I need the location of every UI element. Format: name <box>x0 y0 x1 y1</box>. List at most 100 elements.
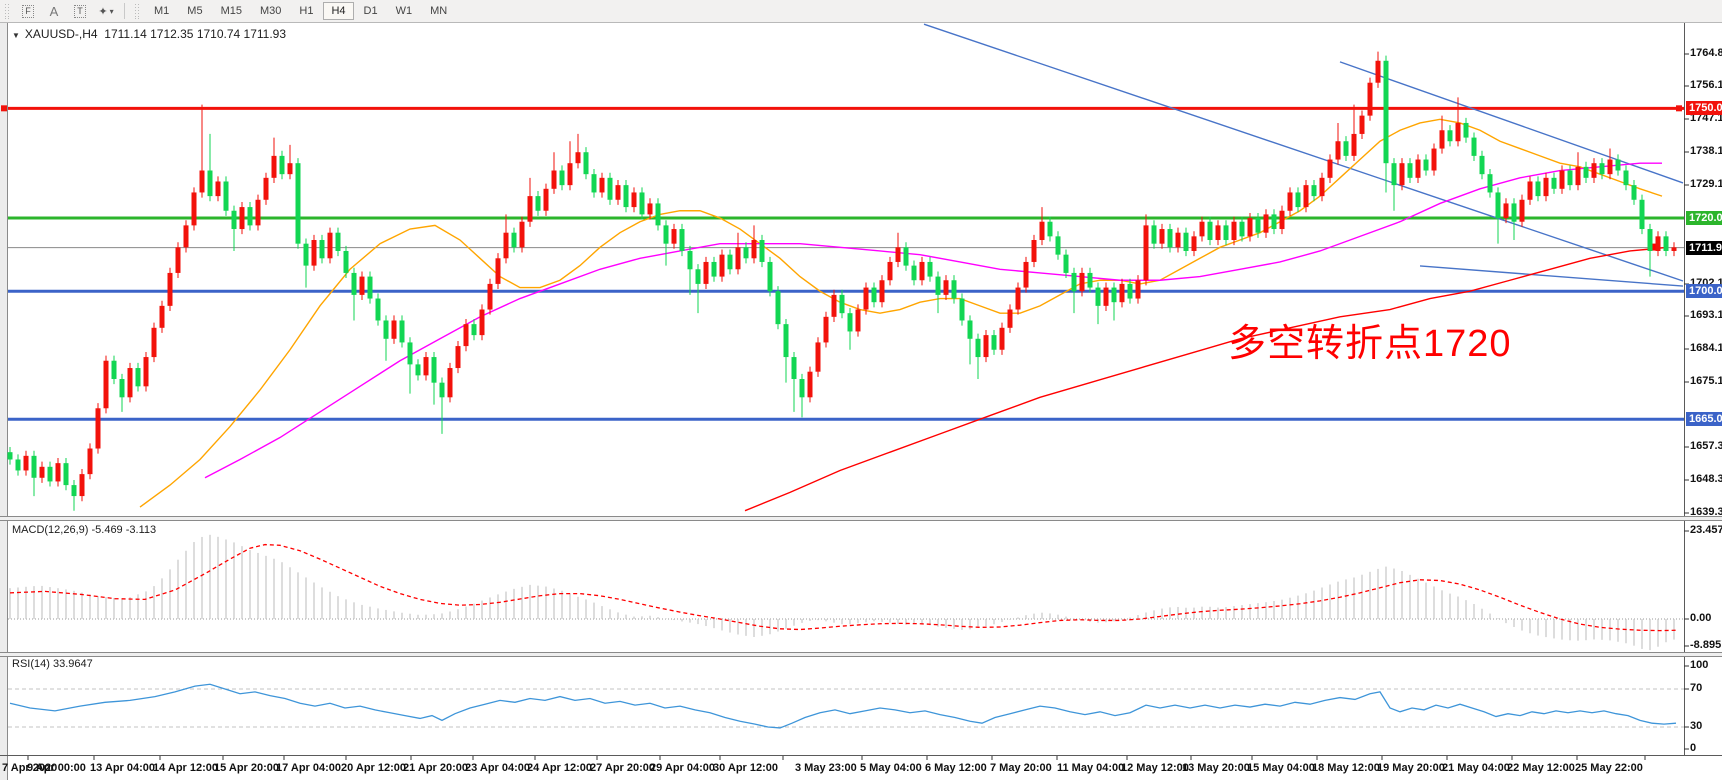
toolbar-separator <box>124 3 125 19</box>
axis-price-label: 1693.10 <box>1690 309 1722 321</box>
price-badge: 1750.00 <box>1686 101 1722 116</box>
rsi-panel <box>8 683 1684 729</box>
axis-price-label: 0 <box>1690 742 1697 754</box>
toolbar-grip[interactable] <box>4 3 11 19</box>
snap-grid-icon[interactable]: F <box>17 2 39 20</box>
axis-price-label: 1675.10 <box>1690 375 1722 387</box>
panel-separator[interactable] <box>0 516 1722 521</box>
timeframe-button-M15[interactable]: M15 <box>220 5 242 17</box>
axis-date-label: 27 Apr 20:00 <box>590 762 656 774</box>
timeframe-button-D1[interactable]: D1 <box>363 5 378 17</box>
trendlines[interactable] <box>923 23 1684 287</box>
axis-price-label: 1648.35 <box>1690 473 1722 485</box>
macd-panel <box>8 534 1684 651</box>
axis-date-label: 3 May 23:00 <box>795 762 857 774</box>
axis-price-label: 30 <box>1690 720 1703 732</box>
axis-price-label: 1639.35 <box>1690 506 1722 518</box>
ma-mid-magenta <box>204 162 1662 479</box>
styler-glyph: ✦ <box>98 5 108 18</box>
axis-price-label: -8.895 <box>1690 639 1722 651</box>
axis-price-label: 1738.10 <box>1690 145 1722 157</box>
axis-date-label: 24 Apr 12:00 <box>527 762 593 774</box>
trendline-3[interactable] <box>1419 265 1684 287</box>
axis-ticks <box>27 53 1689 760</box>
moving-averages <box>139 118 1669 512</box>
font-glyph: A <box>49 3 59 19</box>
macd-label: MACD(12,26,9) -5.469 -3.113 <box>12 524 156 536</box>
macd-signal-value: -3.113 <box>125 524 157 536</box>
axis-date-label: 5 May 04:00 <box>860 762 922 774</box>
axis-date-label: 22 May 12:00 <box>1507 762 1575 774</box>
timeframe-button-M1[interactable]: M1 <box>154 5 170 17</box>
axis-date-label: 13 Apr 04:00 <box>90 762 156 774</box>
axis-date-label: 7 May 20:00 <box>990 762 1052 774</box>
text-tool-icon[interactable]: T <box>69 2 91 20</box>
axis-date-label: 11 May 04:00 <box>1057 762 1125 774</box>
chart-annotation-text[interactable]: 多空转折点1720 <box>1228 323 1512 365</box>
axis-date-label: 29 Apr 04:00 <box>650 762 716 774</box>
chevron-down-icon: ▼ <box>12 31 20 40</box>
price-badge: 1720.00 <box>1686 211 1722 226</box>
axis-date-label: 7 Apr 2020 <box>2 762 58 774</box>
axis-price-label: 1756.10 <box>1690 79 1722 91</box>
ohlc-values: 1711.14 1712.35 1710.74 1711.93 <box>104 27 287 41</box>
horizontal-lines[interactable] <box>1 105 1684 421</box>
rsi-line <box>9 683 1677 729</box>
axis-price-label: 1764.85 <box>1690 47 1722 59</box>
current-price-line <box>8 243 1684 251</box>
axis-date-label: 21 May 04:00 <box>1442 762 1510 774</box>
axis-date-label: 18 May 12:00 <box>1312 762 1380 774</box>
price-badge: 1700.00 <box>1686 284 1722 299</box>
axis-price-label: 70 <box>1690 682 1703 694</box>
axis-price-label: 1729.10 <box>1690 178 1722 190</box>
chevron-down-icon: ▾ <box>109 6 114 16</box>
text-tool-glyph: T <box>74 4 86 18</box>
timeframe-button-MN[interactable]: MN <box>430 5 448 17</box>
axis-date-label: 6 May 12:00 <box>925 762 987 774</box>
timeframe-button-W1[interactable]: W1 <box>395 5 413 17</box>
trendline-1[interactable] <box>923 23 1684 282</box>
chart-canvas[interactable] <box>0 23 1722 780</box>
axis-price-label: 23.457 <box>1690 524 1722 536</box>
axis-price-label: 1657.35 <box>1690 440 1722 452</box>
axis-date-label: 9 Apr 00:00 <box>27 762 86 774</box>
symbol-label: XAUUSD-,H4 <box>24 27 98 41</box>
chart-window[interactable]: ▼ XAUUSD-,H4 1711.14 1712.35 1710.74 1711… <box>0 23 1722 780</box>
axis-date-label: 20 Apr 12:00 <box>341 762 407 774</box>
last-price-marker <box>1650 243 1660 251</box>
hline-handle[interactable] <box>1 105 7 112</box>
toolbar-grip[interactable] <box>134 3 141 19</box>
macd-name: MACD(12,26,9) <box>12 524 89 536</box>
hline-handle[interactable] <box>1676 105 1682 112</box>
axis-date-label: 25 May 22:00 <box>1575 762 1643 774</box>
axis-date-label: 21 Apr 20:00 <box>403 762 469 774</box>
timeframe-button-M5[interactable]: M5 <box>187 5 203 17</box>
trendline-2[interactable] <box>1339 61 1684 184</box>
axis-date-label: 13 May 20:00 <box>1182 762 1250 774</box>
timeframe-button-M30[interactable]: M30 <box>259 5 282 17</box>
axis-date-label: 15 Apr 20:00 <box>214 762 280 774</box>
chart-borders <box>0 23 1722 756</box>
axis-date-label: 23 Apr 04:00 <box>465 762 531 774</box>
macd-signal-line <box>9 543 1677 632</box>
rsi-value: 33.9647 <box>52 658 93 670</box>
macd-main-value: -5.469 <box>91 524 123 536</box>
timeframe-buttons: M1 M5 M15 M30 H1 H4 D1 W1 MN <box>145 2 456 20</box>
axis-price-label: 0.00 <box>1690 612 1712 624</box>
axis-date-label: 19 May 20:00 <box>1377 762 1445 774</box>
panel-separator[interactable] <box>0 652 1722 657</box>
price-badge: 1711.93 <box>1686 240 1722 255</box>
price-badge: 1665.00 <box>1686 412 1722 427</box>
timeframe-button-H1[interactable]: H1 <box>299 5 314 17</box>
axis-price-label: 100 <box>1690 659 1709 671</box>
rsi-name: RSI(14) <box>12 658 50 670</box>
font-icon[interactable]: A <box>43 2 65 20</box>
axis-date-label: 15 May 04:00 <box>1247 762 1315 774</box>
axis-price-label: 1684.10 <box>1690 342 1722 354</box>
toolbar: F A T ✦ ▾ M1 M5 M15 M30 H1 H4 D1 W1 MN <box>0 0 1722 23</box>
timeframe-button-H4[interactable]: H4 <box>323 2 354 20</box>
styler-icon[interactable]: ✦ ▾ <box>95 2 117 20</box>
ma-slow-red <box>744 246 1669 512</box>
axis-date-label: 30 Apr 12:00 <box>713 762 779 774</box>
